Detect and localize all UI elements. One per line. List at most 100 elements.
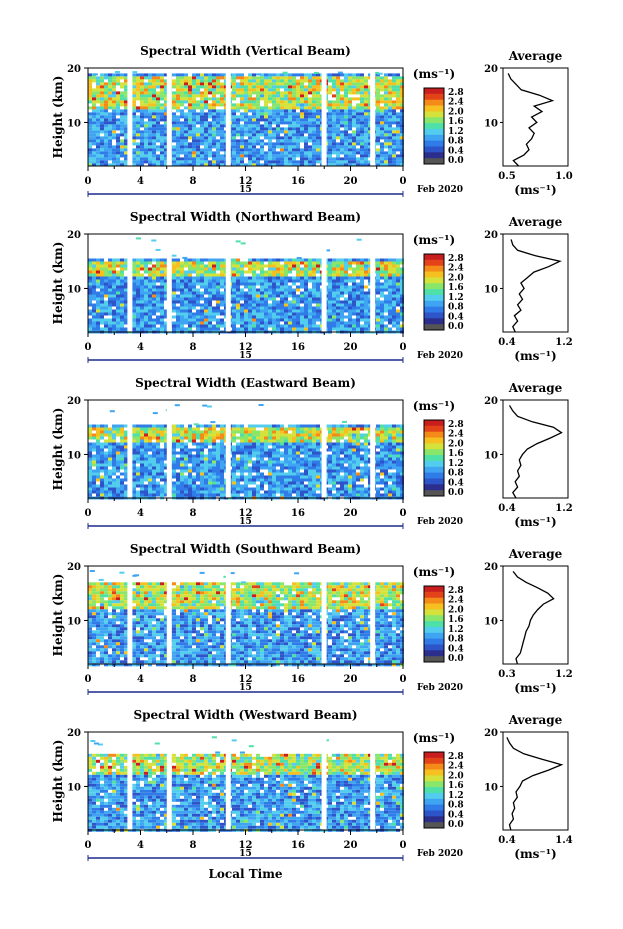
heatmap-cell	[348, 157, 352, 161]
heatmap-cell	[104, 94, 108, 98]
heatmap-cell	[140, 133, 144, 137]
heatmap-cell	[144, 88, 148, 92]
heatmap-cell	[124, 73, 128, 77]
heatmap-cell	[88, 273, 92, 277]
heatmap-cell	[120, 439, 124, 443]
heatmap-cell	[120, 270, 124, 274]
heatmap-cell	[256, 279, 260, 283]
heatmap-cell	[368, 109, 372, 113]
heatmap-cell	[240, 297, 244, 301]
heatmap-cell	[196, 294, 200, 298]
heatmap-cell	[296, 130, 300, 134]
heatmap-cell	[316, 106, 320, 110]
heatmap-cell	[144, 433, 148, 437]
heatmap-cell	[348, 285, 352, 289]
heatmap-cell	[276, 112, 280, 116]
heatmap-cell	[380, 142, 384, 146]
heatmap-cell	[364, 157, 368, 161]
heatmap-cell	[192, 121, 196, 125]
heatmap-cell	[356, 291, 360, 295]
heatmap-cell	[100, 91, 104, 95]
heatmap-cell	[348, 127, 352, 131]
heatmap-cell	[152, 430, 156, 434]
heatmap-cell	[348, 163, 352, 167]
heatmap-cell	[172, 324, 176, 328]
data-gap	[127, 68, 133, 166]
heatmap-cell	[268, 127, 272, 131]
heatmap-cell	[152, 133, 156, 137]
heatmap-cell	[152, 457, 156, 461]
heatmap-cell	[92, 288, 96, 292]
heatmap-cell	[88, 460, 92, 464]
heatmap-cell	[292, 258, 296, 262]
heatmap-cell	[152, 106, 156, 110]
heatmap-cell	[328, 160, 332, 164]
sparse-echo	[114, 71, 120, 73]
heatmap-cell	[236, 133, 240, 137]
heatmap-cell	[92, 139, 96, 143]
heatmap-cell	[348, 139, 352, 143]
heatmap-cell	[184, 445, 188, 449]
heatmap-cell	[144, 315, 148, 319]
heatmap-cell	[332, 160, 336, 164]
heatmap-cell	[144, 91, 148, 95]
heatmap-cell	[248, 127, 252, 131]
heatmap-cell	[156, 276, 160, 280]
heatmap-cell	[108, 139, 112, 143]
heatmap-cell	[212, 76, 216, 80]
heatmap-cell	[364, 79, 368, 83]
heatmap-cell	[108, 327, 112, 331]
heatmap-cell	[160, 79, 164, 83]
heatmap-cell	[120, 103, 124, 107]
heatmap-cell	[384, 136, 388, 140]
heatmap-cell	[120, 300, 124, 304]
heatmap-cell	[156, 145, 160, 149]
heatmap-cell	[92, 76, 96, 80]
heatmap-cell	[236, 148, 240, 152]
heatmap-cell	[136, 454, 140, 458]
heatmap-cell	[296, 264, 300, 268]
heatmap-cell	[268, 264, 272, 268]
heatmap-cell	[120, 493, 124, 497]
heatmap-cell	[288, 145, 292, 149]
heatmap-cell	[256, 324, 260, 328]
heatmap-cell	[140, 106, 144, 110]
heatmap-cell	[328, 112, 332, 116]
heatmap-cell	[288, 288, 292, 292]
heatmap-cell	[312, 258, 316, 262]
heatmap-cell	[100, 163, 104, 167]
heatmap-cell	[236, 261, 240, 265]
heatmap-cell	[368, 118, 372, 122]
heatmap-cell	[132, 94, 136, 98]
heatmap-cell	[196, 112, 200, 116]
heatmap-cell	[132, 436, 136, 440]
heatmap-cell	[112, 279, 116, 283]
heatmap-cell	[212, 276, 216, 280]
heatmap-cell	[188, 85, 192, 89]
heatmap-cell	[252, 324, 256, 328]
colorbar-swatch	[424, 140, 444, 147]
heatmap-cell	[152, 276, 156, 280]
heatmap-cell	[368, 151, 372, 155]
heatmap-cell	[332, 82, 336, 86]
heatmap-cell	[188, 439, 192, 443]
heatmap-cell	[204, 157, 208, 161]
heatmap-cell	[316, 261, 320, 265]
heatmap-cell	[104, 267, 108, 271]
heatmap-cell	[316, 276, 320, 280]
heatmap-cell	[200, 163, 204, 167]
heatmap-cell	[272, 154, 276, 158]
heatmap-cell	[124, 309, 128, 313]
month-label: Feb 2020	[417, 185, 463, 195]
heatmap-cell	[272, 261, 276, 265]
heatmap-cell	[164, 88, 168, 92]
heatmap-cell	[164, 261, 168, 265]
heatmap-cell	[300, 276, 304, 280]
heatmap-cell	[100, 300, 104, 304]
heatmap-cell	[312, 160, 316, 164]
heatmap-cell	[356, 312, 360, 316]
heatmap-cell	[184, 481, 188, 485]
heatmap-cell	[368, 264, 372, 268]
heatmap-cell	[300, 324, 304, 328]
heatmap-cell	[108, 148, 112, 152]
